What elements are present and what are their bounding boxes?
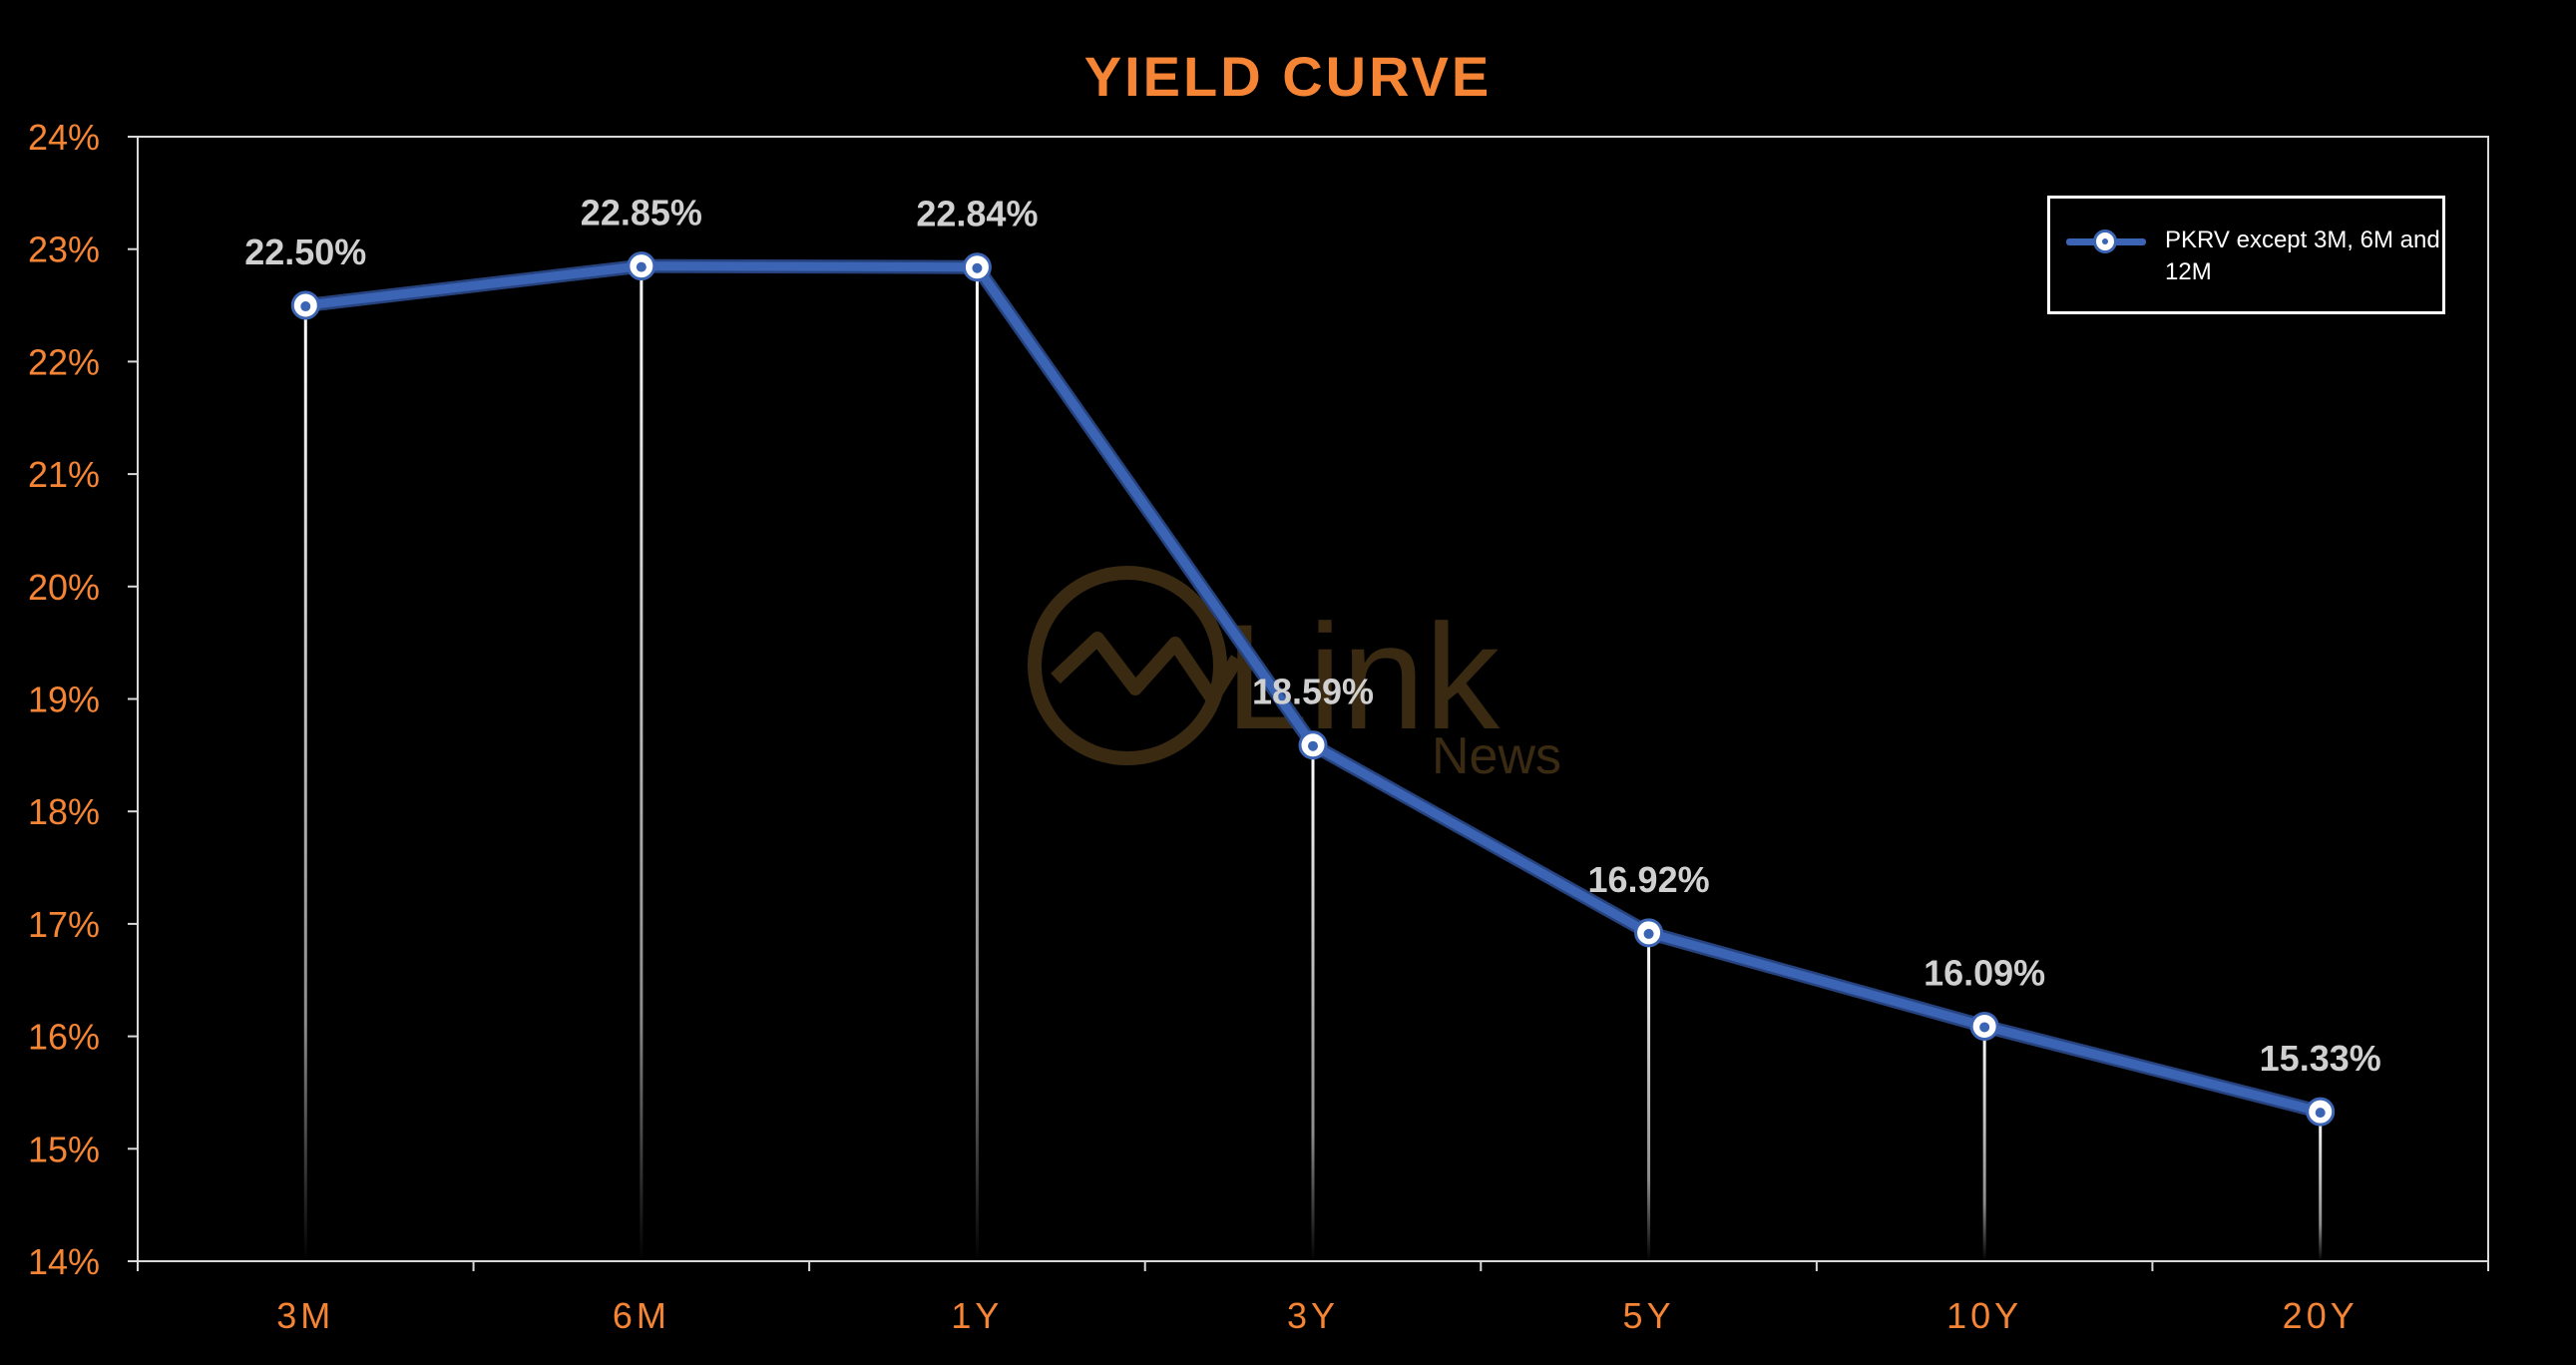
data-label: 16.92%: [1588, 859, 1710, 900]
data-label: 22.84%: [916, 194, 1038, 234]
data-point-marker-center: [636, 261, 646, 272]
data-point-marker-center: [972, 262, 983, 273]
y-tick-label: 16%: [28, 1017, 100, 1058]
chart-title: YIELD CURVE: [1084, 45, 1492, 108]
y-tick-label: 21%: [28, 454, 100, 495]
y-tick-label: 23%: [28, 229, 100, 270]
data-label: 22.50%: [244, 231, 366, 272]
x-tick-label: 20Y: [2283, 1295, 2359, 1336]
drop-line: [1647, 932, 1651, 1261]
y-tick-label: 20%: [28, 567, 100, 608]
y-tick-label: 22%: [28, 341, 100, 382]
data-point-marker-center: [1643, 928, 1654, 939]
drop-line: [1982, 1026, 1986, 1261]
drop-line: [975, 266, 979, 1261]
x-axis-tick-labels: 3M 6M 1Y 3Y 5Y 10Y 20Y: [276, 1295, 2359, 1336]
x-tick-label: 3Y: [1287, 1295, 1339, 1336]
drop-line: [303, 305, 307, 1261]
y-tick-label: 15%: [28, 1129, 100, 1169]
y-axis-tick-labels: 14% 15% 16% 17% 18% 19% 20% 21% 22% 23% 24%: [28, 117, 100, 1282]
data-point-marker-center: [300, 301, 311, 312]
legend-marker-icon: [2093, 229, 2117, 253]
data-label: 15.33%: [2260, 1038, 2381, 1079]
data-labels: 22.50% 22.85% 22.84% 18.59% 16.92% 16.09% 15.3…: [244, 193, 2381, 1080]
data-label: 18.59%: [1252, 672, 1374, 712]
drop-lines: [303, 265, 2323, 1262]
drop-line: [2319, 1112, 2323, 1261]
x-tick-label: 3M: [276, 1295, 334, 1336]
chart-legend: PKRV except 3M, 6M and 12M: [2047, 196, 2445, 314]
legend-series-label: PKRV except 3M, 6M and 12M: [2165, 227, 2440, 285]
data-point-marker-center: [1979, 1022, 1990, 1033]
drop-line: [1311, 744, 1315, 1261]
x-tick-label: 1Y: [951, 1295, 1003, 1336]
watermark-logo-zigzag: [1051, 632, 1243, 705]
y-tick-label: 19%: [28, 680, 100, 720]
drop-line: [640, 265, 644, 1262]
y-tick-label: 24%: [28, 117, 100, 158]
data-label: 16.09%: [1924, 952, 2045, 993]
data-point-marker-center: [1308, 740, 1318, 751]
data-point-marker-center: [2315, 1108, 2326, 1119]
x-tick-label: 5Y: [1623, 1295, 1675, 1336]
series-markers: [290, 251, 2336, 1127]
y-tick-label: 17%: [28, 904, 100, 945]
watermark-sub: News: [1432, 727, 1561, 785]
data-label: 22.85%: [581, 193, 702, 233]
y-tick-label: 18%: [28, 791, 100, 832]
x-tick-label: 10Y: [1946, 1295, 2022, 1336]
y-tick-label: 14%: [28, 1241, 100, 1282]
x-tick-label: 6M: [613, 1295, 670, 1336]
watermark-logo-ring: [1028, 566, 1227, 765]
